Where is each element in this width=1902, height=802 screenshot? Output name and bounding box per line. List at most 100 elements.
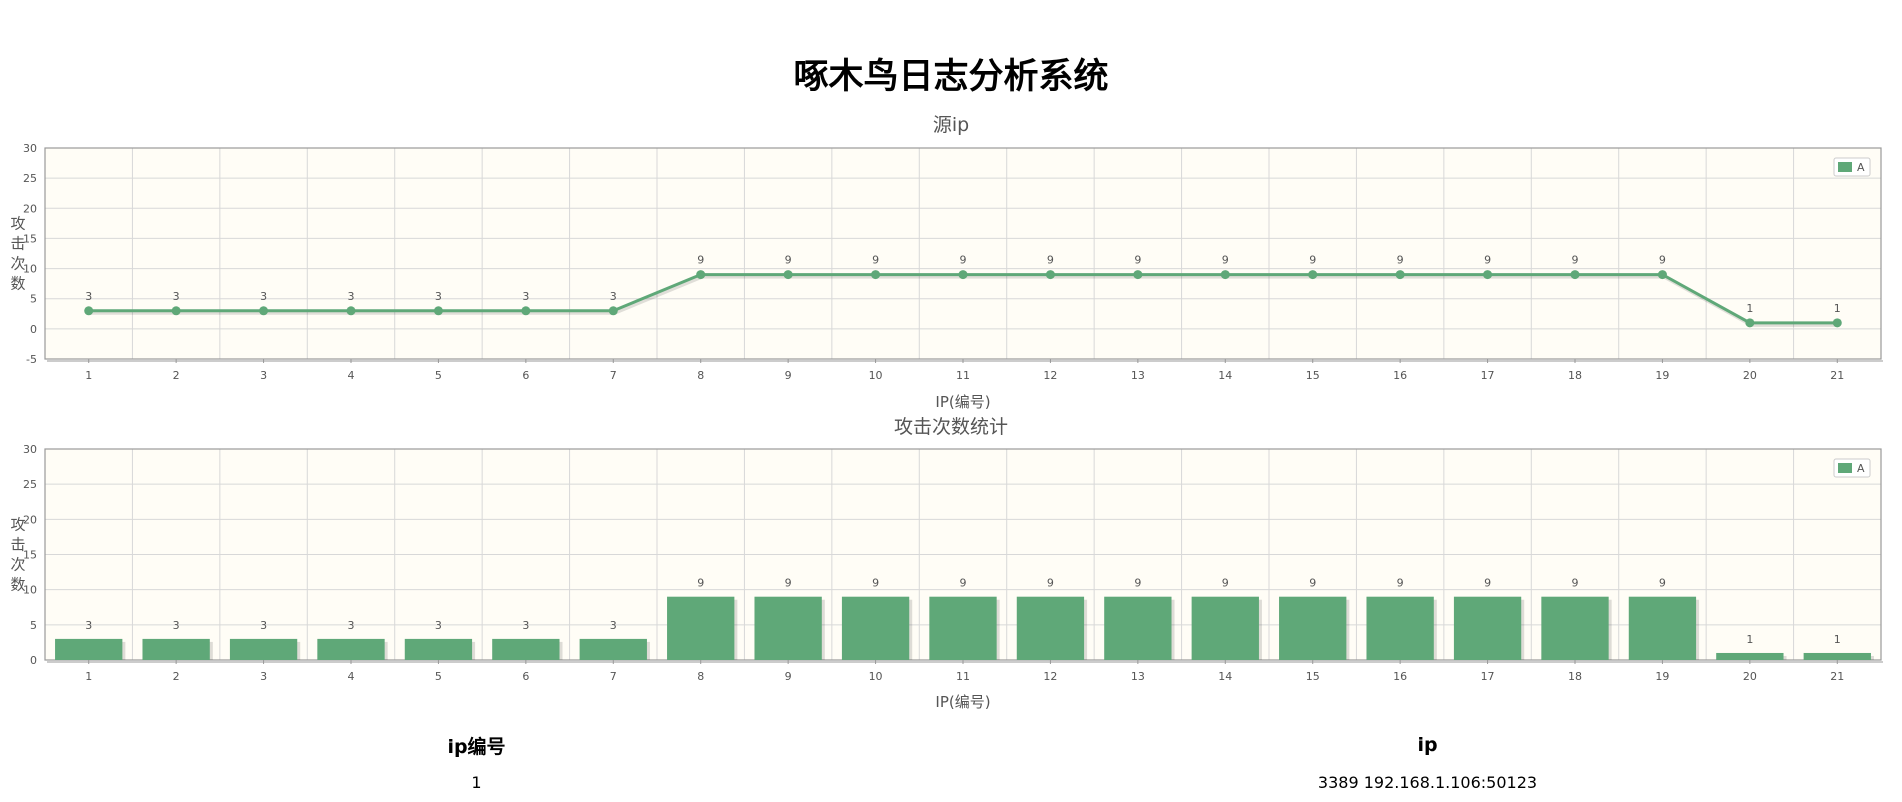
data-label: 3	[610, 619, 617, 632]
data-label: 9	[872, 254, 879, 267]
x-tick-label: 20	[1743, 670, 1757, 683]
data-label: 9	[960, 254, 967, 267]
x-tick-label: 17	[1481, 369, 1495, 382]
ip-number-header: ip编号	[447, 735, 506, 758]
x-tick-label: 5	[435, 369, 442, 382]
x-tick-label: 16	[1393, 670, 1407, 683]
ip-cell: 3389 192.168.1.106:50123	[1317, 772, 1538, 792]
bar	[1803, 652, 1871, 660]
x-tick-label: 7	[610, 670, 617, 683]
x-tick-label: 19	[1655, 670, 1669, 683]
y-tick-label: 0	[30, 654, 37, 667]
data-point	[1832, 318, 1842, 328]
x-tick-label: 21	[1830, 670, 1844, 683]
data-point	[608, 306, 618, 316]
data-label: 3	[173, 619, 180, 632]
bar	[579, 638, 647, 660]
data-label: 9	[1397, 254, 1404, 267]
y-tick-label: 10	[23, 263, 37, 276]
data-point	[696, 270, 706, 280]
x-tick-label: 16	[1393, 369, 1407, 382]
y-tick-label: 15	[23, 549, 37, 562]
bar	[1104, 596, 1172, 660]
legend-swatch	[1838, 463, 1852, 473]
legend-label: A	[1857, 462, 1865, 475]
x-tick-label: 9	[785, 369, 792, 382]
data-label: 9	[1484, 577, 1491, 590]
data-label: 1	[1746, 633, 1753, 646]
x-tick-label: 20	[1743, 369, 1757, 382]
data-label: 9	[1484, 254, 1491, 267]
data-point	[958, 270, 968, 280]
x-tick-label: 4	[348, 369, 355, 382]
x-tick-label: 14	[1218, 670, 1232, 683]
x-tick-label: 17	[1481, 670, 1495, 683]
data-point	[1745, 318, 1755, 328]
y-tick-label: 5	[30, 293, 37, 306]
bar	[142, 638, 210, 660]
data-point	[1220, 270, 1230, 280]
data-label: 1	[1746, 302, 1753, 315]
data-point	[1483, 270, 1493, 280]
y-tick-label: 15	[23, 232, 37, 245]
chart-title: 攻击次数统计	[894, 416, 1008, 438]
x-tick-label: 7	[610, 369, 617, 382]
bar	[1366, 596, 1434, 660]
data-label: 3	[435, 619, 442, 632]
x-tick-label: 11	[956, 369, 970, 382]
x-tick-label: 1	[85, 670, 92, 683]
bar	[754, 596, 822, 660]
x-tick-label: 14	[1218, 369, 1232, 382]
bar	[1453, 596, 1522, 660]
data-label: 3	[435, 290, 442, 303]
data-label: 9	[1309, 577, 1316, 590]
data-label: 9	[1047, 254, 1054, 267]
data-label: 9	[1397, 577, 1404, 590]
y-axis-title: 攻击次数	[10, 215, 25, 293]
data-label: 3	[260, 290, 267, 303]
bar	[1191, 596, 1259, 660]
x-tick-label: 3	[260, 369, 267, 382]
data-label: 3	[348, 619, 355, 632]
data-label: 9	[1134, 254, 1141, 267]
ip-number-cell: 1	[471, 772, 482, 792]
data-point	[259, 306, 269, 316]
data-point	[1133, 270, 1143, 280]
x-tick-label: 6	[522, 369, 529, 382]
data-point	[521, 306, 531, 316]
data-label: 3	[173, 290, 180, 303]
x-tick-label: 1	[85, 369, 92, 382]
x-tick-label: 19	[1655, 369, 1669, 382]
data-label: 9	[1572, 254, 1579, 267]
y-tick-label: 25	[23, 478, 37, 491]
data-point	[84, 306, 94, 316]
data-label: 3	[85, 619, 92, 632]
data-label: 3	[522, 619, 529, 632]
data-label: 9	[1659, 577, 1666, 590]
ip-table: ip编号 ip 1 3389 192.168.1.106:50123	[0, 728, 1902, 802]
x-tick-label: 8	[697, 670, 704, 683]
x-tick-label: 13	[1131, 670, 1145, 683]
legend-label: A	[1857, 161, 1865, 174]
data-point	[1045, 270, 1055, 280]
legend-swatch	[1838, 162, 1852, 172]
bar	[929, 596, 997, 660]
x-tick-label: 13	[1131, 369, 1145, 382]
data-label: 9	[960, 577, 967, 590]
x-tick-label: 3	[260, 670, 267, 683]
x-tick-label: 9	[785, 670, 792, 683]
legend: A	[1833, 458, 1871, 478]
data-point	[346, 306, 356, 316]
y-tick-label: 20	[23, 513, 37, 526]
plot-area	[45, 148, 1881, 359]
data-label: 9	[697, 254, 704, 267]
ip-header: ip	[1417, 734, 1438, 756]
legend: A	[1833, 157, 1871, 177]
x-tick-label: 15	[1306, 670, 1320, 683]
table-header-row: ip编号 ip	[0, 728, 1902, 762]
y-tick-label: 20	[23, 202, 37, 215]
data-label: 9	[785, 254, 792, 267]
x-tick-label: 4	[348, 670, 355, 683]
bar	[404, 638, 473, 660]
